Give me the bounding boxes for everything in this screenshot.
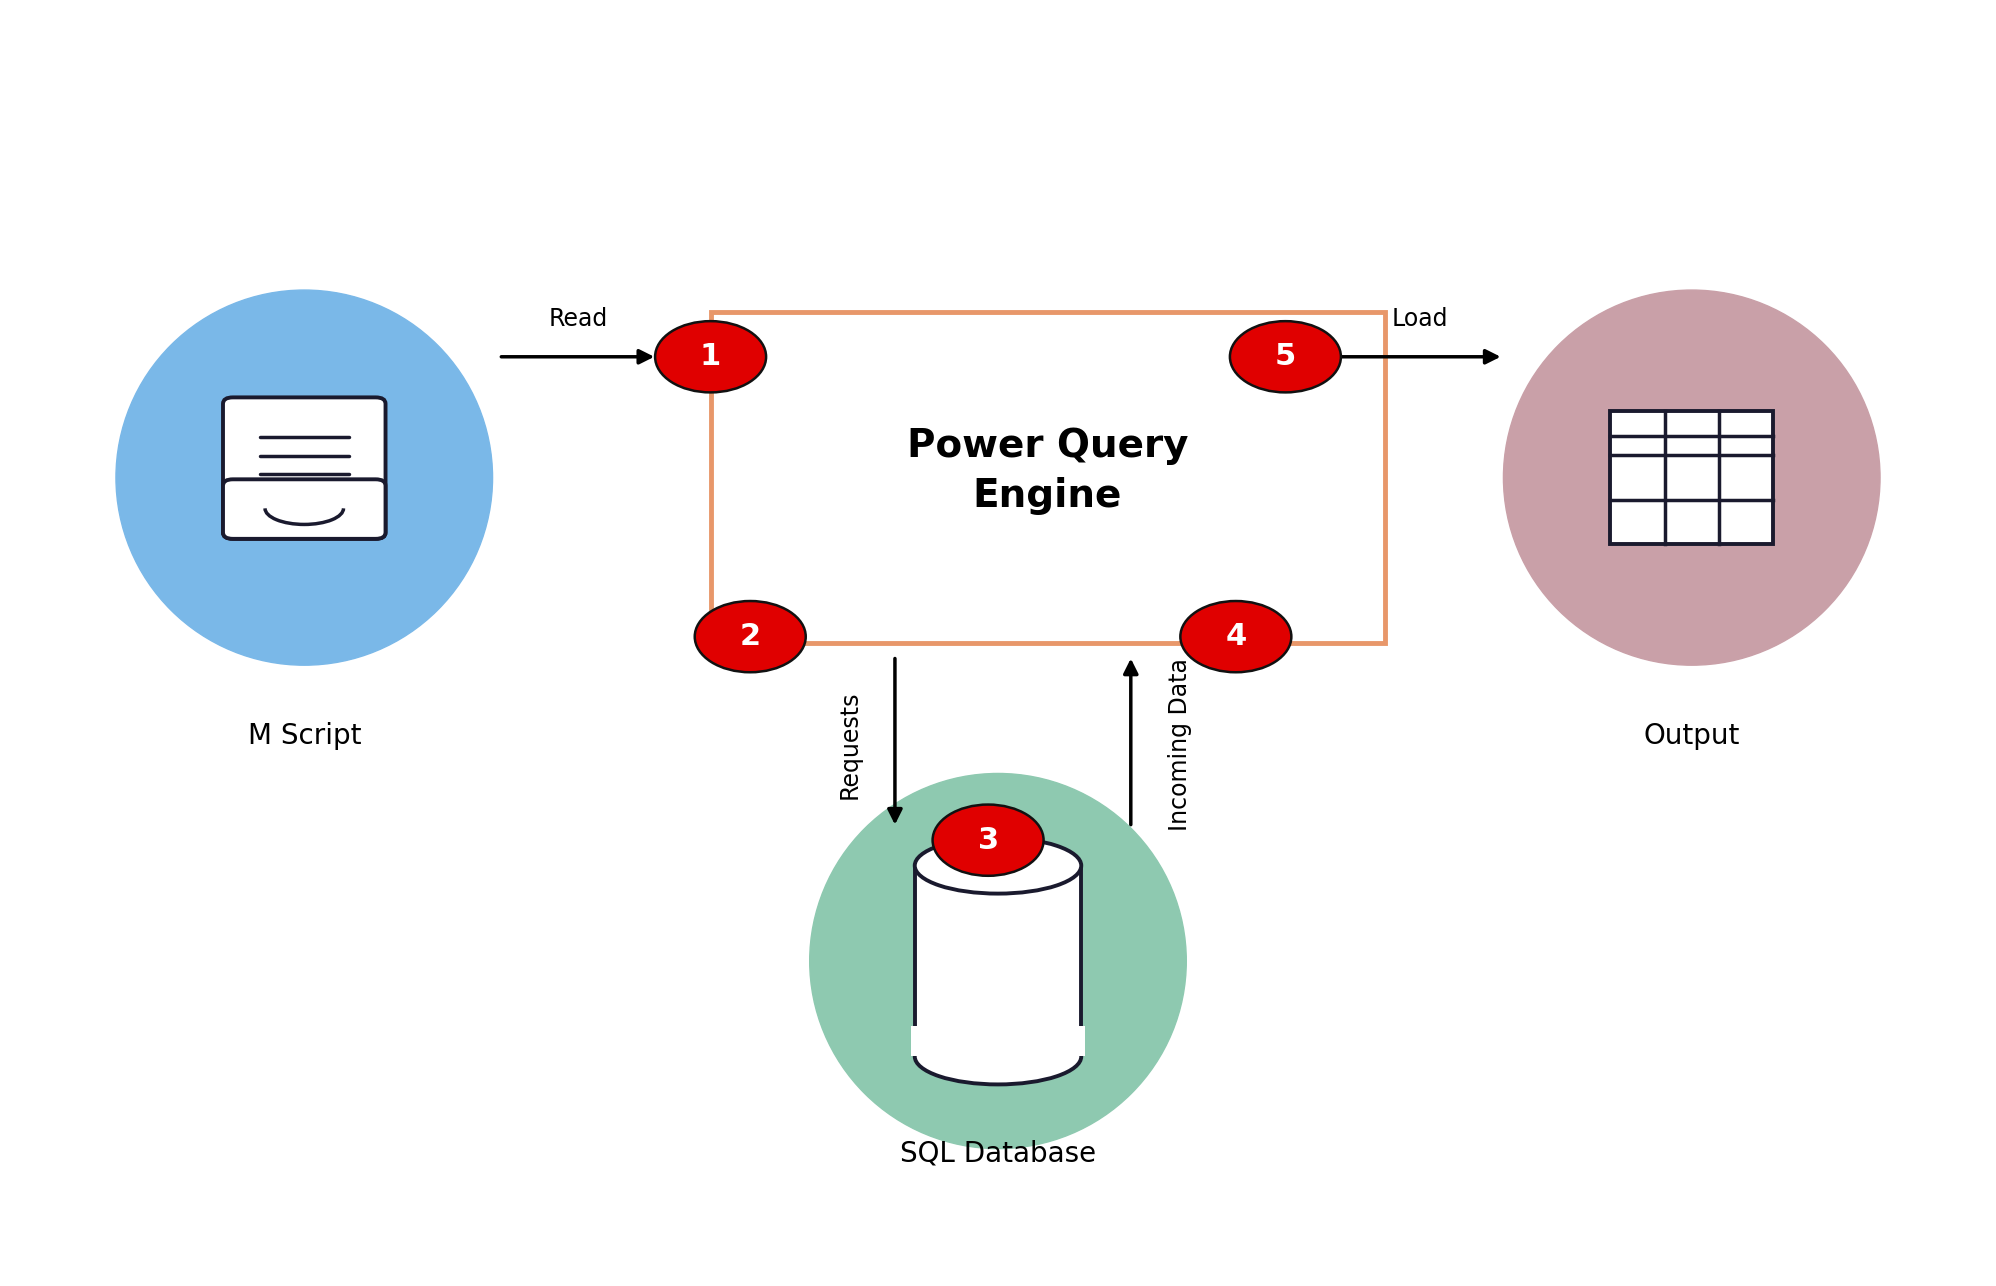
Text: Incoming Data: Incoming Data [1168,658,1192,831]
FancyBboxPatch shape [224,480,385,539]
Ellipse shape [914,837,1082,894]
Circle shape [1230,322,1341,392]
Ellipse shape [1503,291,1880,665]
Ellipse shape [914,1029,1082,1084]
Circle shape [1180,601,1291,673]
FancyBboxPatch shape [224,397,385,539]
FancyBboxPatch shape [1611,410,1772,544]
Circle shape [655,322,766,392]
FancyBboxPatch shape [910,1026,1086,1056]
Ellipse shape [116,291,493,665]
Text: SQL Database: SQL Database [900,1139,1096,1168]
Text: Load: Load [1391,307,1449,332]
Text: Read: Read [549,307,607,332]
Circle shape [695,601,806,673]
Circle shape [932,805,1044,876]
Ellipse shape [810,773,1186,1148]
Text: 1: 1 [701,342,721,372]
FancyBboxPatch shape [914,865,1082,1056]
Text: 5: 5 [1275,342,1295,372]
Text: 2: 2 [741,622,760,651]
Text: M Script: M Script [248,723,361,751]
Text: 3: 3 [978,826,998,855]
Text: Power Query
Engine: Power Query Engine [906,427,1188,516]
Text: Output: Output [1643,723,1741,751]
Text: Requests: Requests [838,691,862,799]
Text: 4: 4 [1226,622,1246,651]
